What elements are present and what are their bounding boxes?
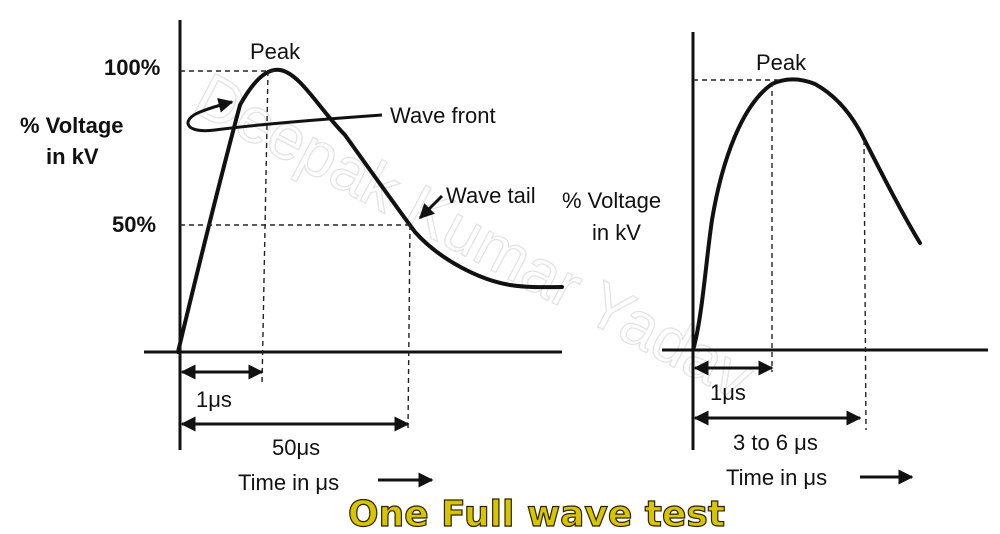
left-50-time-guide	[407, 224, 411, 431]
right-y-axis-label-line2: in kV	[592, 220, 641, 245]
left-y-axis-label-line2: in kV	[46, 144, 99, 169]
left-waveform	[176, 67, 564, 354]
caption: One Full wave test	[348, 494, 725, 534]
left-peak-label: Peak	[250, 39, 301, 64]
right-tail-time-guide	[863, 139, 867, 431]
left-y-axis-label-line1: % Voltage	[20, 113, 124, 138]
right-peak-label: Peak	[756, 50, 807, 75]
wave-tail-label: Wave tail	[446, 183, 536, 208]
wave-tail-arrow	[418, 194, 444, 220]
wave-front-label: Wave front	[390, 103, 496, 128]
left-100-percent-label: 100%	[104, 55, 160, 80]
wave-front-arrow	[186, 97, 383, 133]
left-50-percent-label: 50%	[112, 212, 156, 237]
right-tail-time-label: 3 to 6 μs	[733, 430, 818, 455]
left-front-time-label: 1μs	[196, 387, 232, 412]
right-front-time-label: 1μs	[710, 380, 746, 405]
left-tail-time-label: 50μs	[272, 435, 320, 460]
right-y-axis-label-line1: % Voltage	[562, 188, 661, 213]
left-diagram: % Voltage in kV 100% 50% Peak Wave front…	[20, 20, 564, 495]
right-x-axis-label: Time in μs	[726, 465, 827, 490]
left-peak-time-guide	[261, 70, 269, 386]
right-waveform	[691, 77, 922, 352]
right-diagram: % Voltage in kV Peak 1μs 3 to 6 μs Time …	[562, 32, 988, 490]
left-x-axis-label: Time in μs	[238, 470, 339, 495]
